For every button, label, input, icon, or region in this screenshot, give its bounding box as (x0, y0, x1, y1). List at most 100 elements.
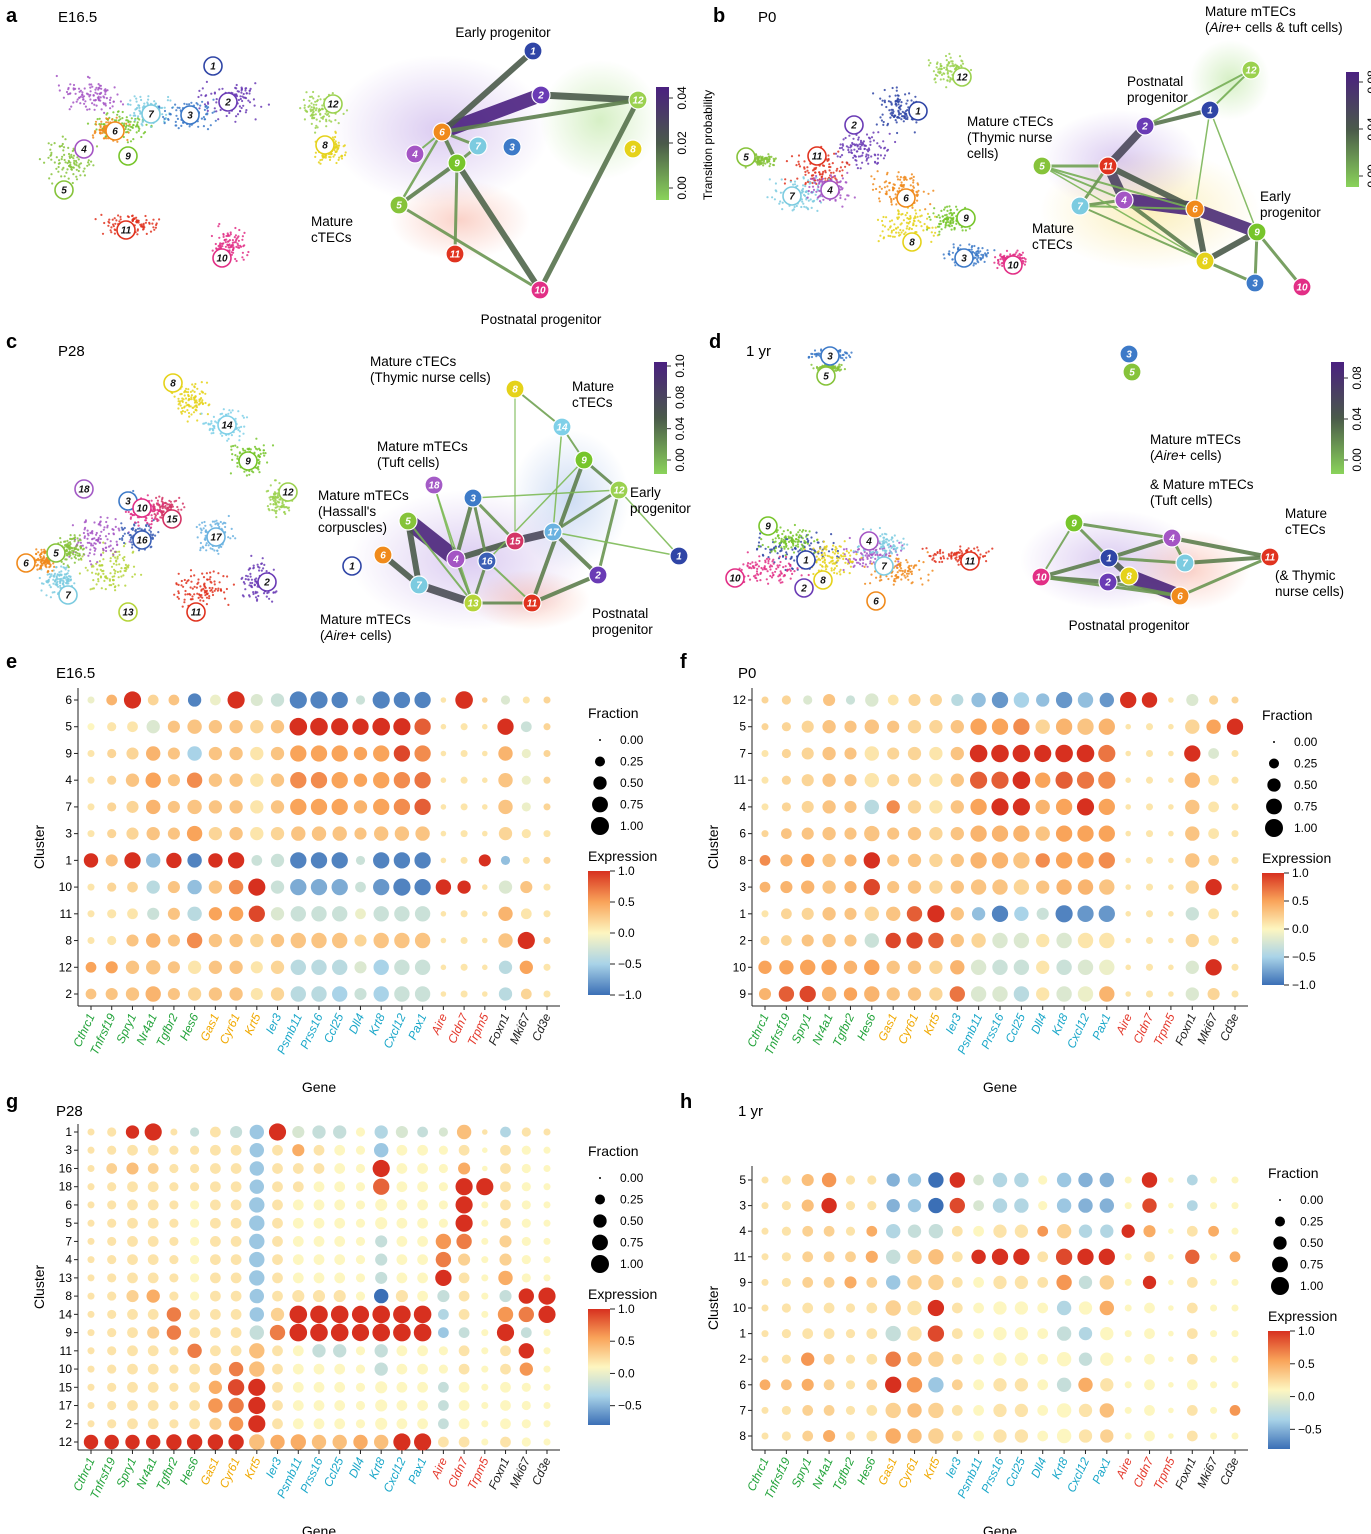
umap-cell (938, 222, 941, 225)
umap-cell (977, 247, 980, 250)
umap-cell (66, 546, 69, 549)
umap-cell (261, 557, 264, 560)
umap-cell (838, 147, 842, 150)
umap-cell (791, 209, 794, 212)
umap-cell (757, 573, 760, 576)
umap-cell (896, 175, 899, 178)
umap-cell (148, 529, 151, 532)
umap-cell (854, 550, 857, 553)
umap-cell (200, 94, 203, 97)
umap-cell (902, 547, 906, 550)
umap-cell (91, 530, 94, 533)
umap-cell (876, 142, 879, 145)
umap-cell (897, 563, 901, 566)
umap-cell (95, 128, 98, 131)
umap-cell (36, 563, 39, 567)
umap-cell (89, 560, 92, 563)
umap-cell (64, 161, 67, 164)
umap-cell (247, 99, 250, 102)
umap-cell (188, 415, 191, 418)
umap-cell (345, 109, 349, 112)
umap-cell (99, 568, 102, 571)
umap-cell (876, 218, 880, 221)
umap-cell (316, 126, 319, 129)
umap-cell (152, 507, 155, 510)
umap-cell (96, 92, 99, 95)
umap-cell (903, 116, 907, 119)
umap-cell (107, 532, 110, 535)
umap-cell (209, 124, 212, 127)
umap-cell (217, 572, 220, 575)
umap-cell (767, 545, 770, 549)
umap-cell (178, 402, 181, 405)
umap-cell (105, 117, 108, 120)
umap-cell (855, 561, 859, 564)
umap-cell (152, 226, 155, 229)
umap-cell (75, 175, 78, 178)
umap-cell (156, 502, 160, 505)
umap-cell (894, 193, 897, 196)
umap-cell (767, 562, 770, 565)
umap-cell (224, 241, 227, 244)
umap-cell (897, 171, 900, 174)
umap-cell (176, 595, 179, 599)
umap-cell (131, 527, 134, 531)
umap-cell (134, 114, 137, 117)
umap-cell (977, 251, 980, 254)
umap-cell (856, 548, 860, 551)
umap-cell (229, 244, 233, 247)
umap-cell (69, 534, 72, 537)
umap-cell (202, 599, 205, 603)
umap-cell (136, 233, 139, 236)
umap-cell (97, 580, 100, 583)
umap-cell (806, 196, 809, 199)
umap-cell (209, 571, 212, 574)
umap-cell (195, 525, 198, 529)
umap-cell (1024, 260, 1027, 263)
umap-cell (220, 242, 223, 245)
umap-cell (836, 552, 840, 555)
umap-cell (193, 399, 196, 402)
umap-cell (77, 539, 80, 542)
umap-cell (214, 242, 217, 246)
umap-cell (120, 567, 123, 570)
umap-cell (755, 577, 758, 580)
umap-cell (185, 581, 188, 585)
umap-cell (850, 149, 853, 152)
umap-cell (774, 182, 778, 185)
umap-cell (137, 524, 140, 527)
umap-cell (816, 198, 819, 201)
umap-cell (230, 434, 233, 437)
umap-cell (217, 523, 220, 527)
umap-cell (914, 215, 917, 218)
umap-cell (127, 564, 130, 567)
umap-cell (107, 224, 110, 227)
umap-cell (1001, 261, 1004, 264)
umap-cell (773, 541, 776, 544)
umap-cell (92, 136, 95, 139)
umap-cell (229, 537, 232, 540)
umap-cell (174, 103, 177, 106)
umap-cell (303, 104, 306, 107)
umap-cell (243, 470, 246, 473)
umap-cell (878, 200, 881, 203)
umap-cell (145, 123, 148, 126)
umap-cell (231, 453, 234, 456)
umap-cell (139, 223, 142, 226)
umap-cell (168, 499, 171, 502)
umap-cell (812, 178, 815, 181)
umap-cell (176, 106, 179, 109)
umap-cell (99, 132, 102, 135)
panel-letter-a: a (6, 5, 18, 27)
umap-cell (758, 156, 761, 159)
umap-cell (73, 561, 76, 564)
umap-cell (242, 258, 245, 261)
umap-cell (899, 112, 903, 115)
umap-cell (903, 233, 906, 236)
umap-cell (171, 106, 174, 109)
umap-cell (938, 67, 941, 70)
umap-cell (86, 569, 89, 572)
umap-cell (72, 101, 75, 104)
umap-cell (231, 241, 234, 244)
umap-cell (100, 213, 103, 216)
